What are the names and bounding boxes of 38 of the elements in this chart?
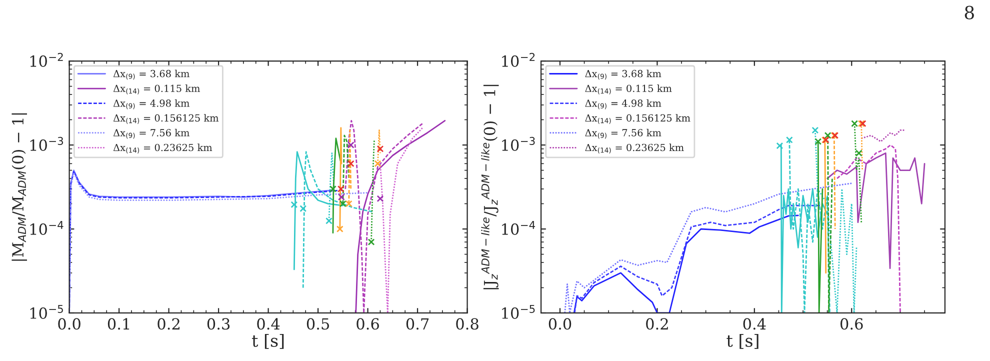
y-tick-label: 10$^{−2}$ bbox=[502, 52, 535, 67]
x-axis-title: t [s] bbox=[252, 334, 284, 349]
legend-label: Δx$_{(9)}$ = 3.68 km bbox=[113, 70, 190, 80]
y-tick-label: 10$^{−5}$ bbox=[502, 305, 535, 319]
legend-label: Δx$_{(9)}$ = 3.68 km bbox=[585, 70, 662, 80]
legend-label: Δx$_{(9)}$ = 7.56 km bbox=[585, 128, 662, 139]
x-tick-label: 0.6 bbox=[840, 318, 863, 330]
x-tick-label: 0.5 bbox=[306, 318, 330, 330]
legend-label: Δx$_{(14)}$ = 0.156125 km bbox=[585, 114, 690, 124]
x-tick-label: 0.8 bbox=[456, 318, 478, 330]
text: 8 bbox=[964, 6, 974, 20]
y-tick-label: 10$^{−2}$ bbox=[30, 52, 63, 67]
legend-label: Δx$_{(14)}$ = 0.115 km bbox=[585, 84, 672, 94]
x-tick-label: 0.2 bbox=[158, 318, 180, 330]
x-tick-label: 0.0 bbox=[548, 318, 572, 330]
x-axis-title: t [s] bbox=[726, 334, 758, 349]
y-tick-label: 10$^{−3}$ bbox=[502, 136, 535, 151]
legend-label: Δx$_{(9)}$ = 4.98 km bbox=[113, 99, 190, 110]
legend-label: Δx$_{(14)}$ = 0.23625 km bbox=[585, 144, 684, 154]
x-tick-label: 0.0 bbox=[58, 318, 80, 330]
y-tick-label: 10$^{−3}$ bbox=[30, 136, 64, 151]
legend-label: Δx$_{(14)}$ = 0.23625 km bbox=[113, 144, 212, 154]
y-tick-label: 10$^{−5}$ bbox=[30, 305, 63, 319]
x-tick-label: 0.6 bbox=[356, 318, 379, 330]
x-tick-label: 0.3 bbox=[207, 318, 230, 330]
y-tick-label: 10$^{−4}$ bbox=[502, 221, 536, 235]
y-axis-title: |M$_{ADM}$/M$_{ADM}$(0) − 1| bbox=[12, 113, 27, 261]
x-tick-label: 0.4 bbox=[743, 318, 766, 330]
y-axis-title: |J$_{z}$$^{ADM−like}$/J$_{z}$$^{ADM−like}$(0) − 1| bbox=[481, 84, 499, 290]
legend-label: Δx$_{(9)}$ = 4.98 km bbox=[585, 99, 662, 110]
y-tick-label: 10$^{−4}$ bbox=[30, 221, 64, 235]
legend-label: Δx$_{(9)}$ = 7.56 km bbox=[113, 128, 190, 139]
x-tick-label: 0.2 bbox=[646, 318, 668, 330]
x-tick-label: 0.7 bbox=[406, 318, 429, 330]
x-tick-label: 0.4 bbox=[257, 318, 280, 330]
legend-label: Δx$_{(14)}$ = 0.156125 km bbox=[113, 114, 219, 124]
legend-label: Δx$_{(14)}$ = 0.115 km bbox=[113, 84, 200, 94]
x-tick-label: 0.1 bbox=[108, 318, 130, 330]
